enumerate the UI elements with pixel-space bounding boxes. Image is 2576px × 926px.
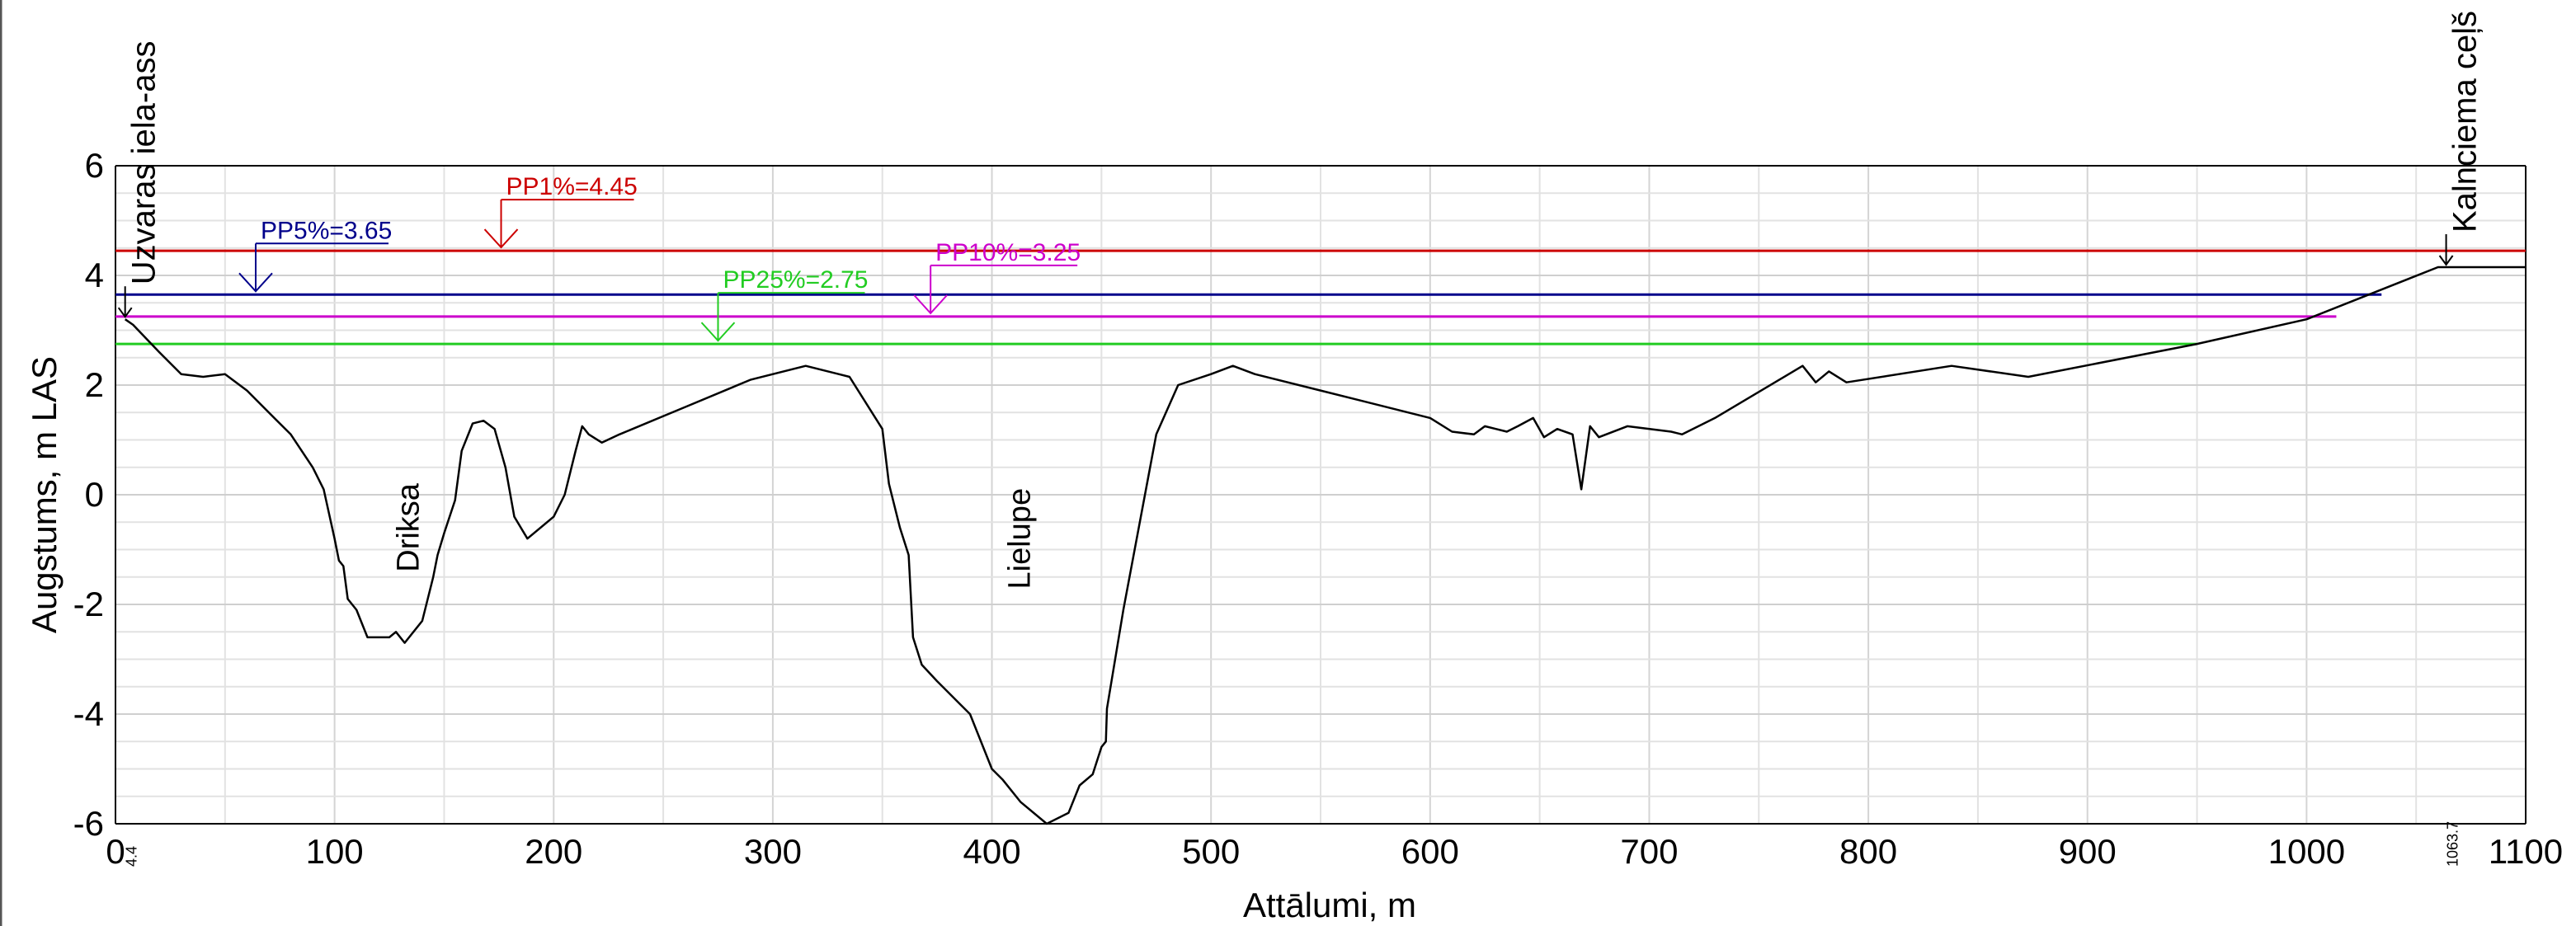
reference-arrow-icon [913, 294, 948, 315]
x-axis-title: Attālumi, m [1243, 886, 1416, 924]
x-tick-label: 500 [1182, 832, 1240, 871]
y-tick-label: 0 [85, 475, 104, 514]
reference-label: PP1%=4.45 [506, 173, 638, 200]
x-tick-label: 300 [744, 832, 802, 871]
series-line-ground-profile [124, 266, 2526, 825]
reference-arrow-icon [483, 228, 519, 249]
tick-labels: 0 100 200 300 400 500 600 700 800 900 1000 1100 -6 -4… [73, 146, 2564, 871]
reference-arrow-icon [238, 272, 273, 293]
y-tick-label: -6 [73, 804, 104, 843]
reference-label: PP5%=3.65 [261, 217, 392, 244]
x-tick-label: 900 [2059, 832, 2117, 871]
y-axis-title: Augstums, m LAS [25, 356, 64, 633]
station-label: 1063.7 [2445, 821, 2461, 867]
x-tick-label: 600 [1401, 832, 1459, 871]
x-tick-label: 100 [306, 832, 364, 871]
series-layer [124, 266, 2526, 825]
x-tick-label: 1000 [2268, 832, 2345, 871]
y-tick-label: -2 [73, 585, 104, 623]
y-tick-label: 4 [85, 256, 104, 294]
reference-label: PP10%=3.25 [935, 239, 1081, 266]
x-tick-label: 200 [525, 832, 582, 871]
station-label: 4.4 [124, 846, 140, 867]
road-arrow-icon [2438, 255, 2454, 266]
reference-arrow-icon [700, 322, 736, 342]
y-tick-label: -4 [73, 694, 104, 733]
river-label: Driksa [391, 482, 426, 572]
x-tick-label: 1100 [2489, 832, 2563, 871]
x-tick-label: 800 [1839, 832, 1897, 871]
road-arrow-icon [117, 307, 133, 318]
x-tick-label: 0 [106, 832, 125, 871]
river-label: Lielupe [1002, 488, 1037, 590]
annotations: Uzvaras iela-ass 4.4 Kalnciema ceļš 1063.7 D… [117, 11, 2484, 867]
y-tick-label: 2 [85, 365, 104, 404]
x-tick-label: 400 [963, 832, 1021, 871]
reference-label: PP25%=2.75 [723, 266, 869, 294]
road-label: Uzvaras iela-ass [126, 41, 162, 285]
x-tick-label: 700 [1620, 832, 1678, 871]
road-label: Kalnciema ceļš [2447, 11, 2484, 233]
reference-lines: PP1%=4.45 PP5%=3.65 PP10%=3.25 PP25%=2.75 [115, 173, 2526, 345]
y-tick-label: 6 [85, 146, 104, 185]
